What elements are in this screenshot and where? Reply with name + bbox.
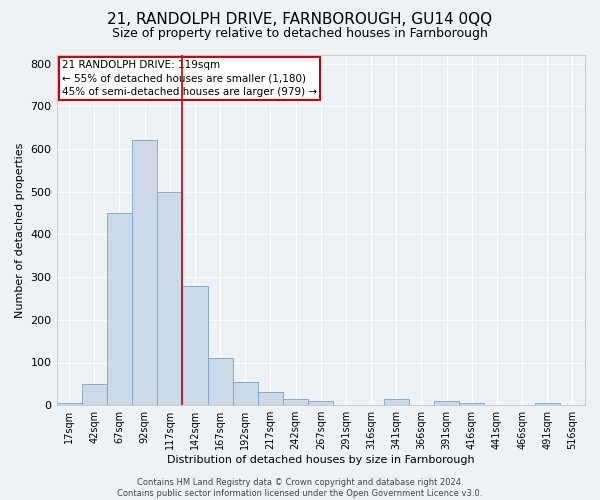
X-axis label: Distribution of detached houses by size in Farnborough: Distribution of detached houses by size … — [167, 455, 475, 465]
Text: Contains HM Land Registry data © Crown copyright and database right 2024.
Contai: Contains HM Land Registry data © Crown c… — [118, 478, 482, 498]
Bar — [283, 399, 308, 405]
Bar — [233, 382, 258, 405]
Bar — [383, 399, 409, 405]
Bar — [107, 213, 132, 405]
Text: 21 RANDOLPH DRIVE: 119sqm
← 55% of detached houses are smaller (1,180)
45% of se: 21 RANDOLPH DRIVE: 119sqm ← 55% of detac… — [62, 60, 317, 96]
Bar — [82, 384, 107, 405]
Bar — [208, 358, 233, 405]
Text: 21, RANDOLPH DRIVE, FARNBOROUGH, GU14 0QQ: 21, RANDOLPH DRIVE, FARNBOROUGH, GU14 0Q… — [107, 12, 493, 28]
Bar — [308, 401, 334, 405]
Bar — [56, 403, 82, 405]
Text: Size of property relative to detached houses in Farnborough: Size of property relative to detached ho… — [112, 28, 488, 40]
Bar — [459, 403, 484, 405]
Bar — [157, 192, 182, 405]
Y-axis label: Number of detached properties: Number of detached properties — [15, 142, 25, 318]
Bar — [535, 403, 560, 405]
Bar — [258, 392, 283, 405]
Bar — [182, 286, 208, 405]
Bar — [434, 401, 459, 405]
Bar — [132, 140, 157, 405]
